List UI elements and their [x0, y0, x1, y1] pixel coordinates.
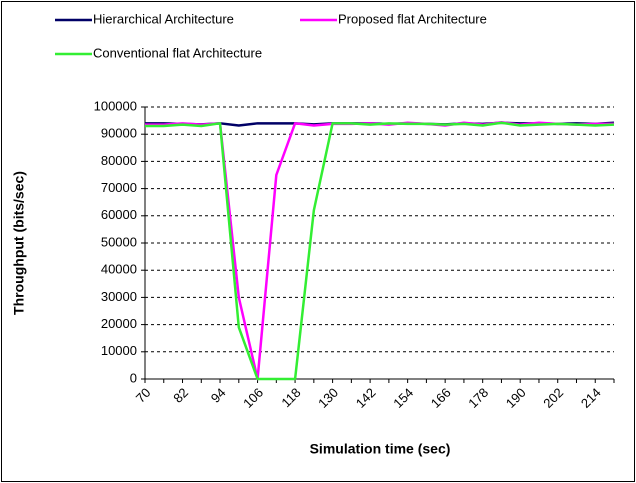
y-tick-label: 90000 — [101, 126, 137, 141]
y-tick-label: 50000 — [101, 234, 137, 249]
y-tick-label: 20000 — [101, 316, 137, 331]
y-tick-label: 70000 — [101, 180, 137, 195]
x-axis-title: Simulation time (sec) — [310, 441, 451, 457]
y-tick-label: 10000 — [101, 343, 137, 358]
y-tick-label: 60000 — [101, 207, 137, 222]
y-tick-label: 100000 — [94, 98, 137, 113]
y-tick-label: 30000 — [101, 289, 137, 304]
y-axis-title: Throughput (bits/sec) — [11, 171, 27, 315]
legend-label: Conventional flat Architecture — [93, 45, 262, 60]
legend-label: Proposed flat Architecture — [338, 11, 487, 26]
series-line — [145, 121, 615, 381]
legend-label: Hierarchical Architecture — [93, 11, 234, 26]
y-tick-label: 80000 — [101, 153, 137, 168]
y-tick-label: 40000 — [101, 262, 137, 277]
y-tick-label: 0 — [130, 370, 137, 385]
